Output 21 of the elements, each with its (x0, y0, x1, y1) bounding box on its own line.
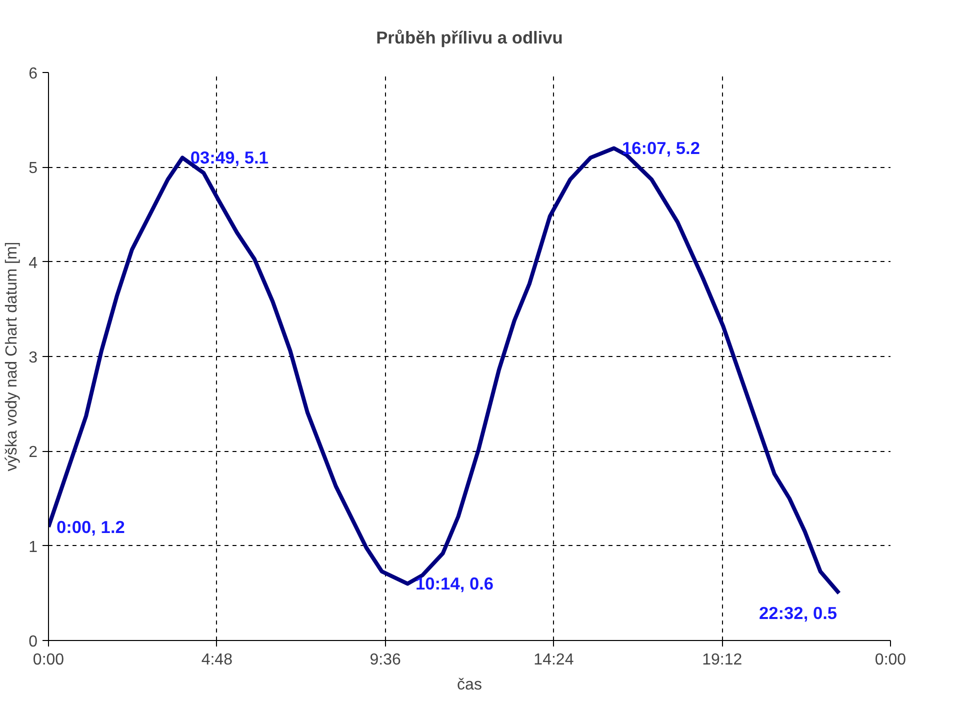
y-tick-label: 6 (28, 66, 38, 82)
annotation: 10:14, 0.6 (416, 574, 494, 594)
x-tick-label: 9:36 (370, 652, 401, 668)
x-tick-label: 14:24 (534, 652, 574, 668)
x-tick-label: 0:00 (32, 652, 64, 668)
y-tick-label: 2 (28, 444, 38, 462)
y-tick-label: 3 (28, 350, 38, 366)
annotation: 22:32, 0.5 (758, 603, 838, 624)
y-tick-label: 1 (28, 538, 38, 556)
annotation: 03:49, 5.1 (190, 148, 269, 168)
y-tick-label: 0 (28, 634, 38, 650)
x-tick-label: 4:48 (201, 652, 233, 668)
annotation: 0:00, 1.2 (56, 516, 125, 537)
x-tick-label: 19:12 (702, 652, 742, 668)
x-axis-title: čas (457, 676, 482, 694)
x-tick-label: 0:00 (874, 652, 906, 668)
y-tick-label: 4 (28, 254, 38, 272)
y-tick-label: 5 (28, 160, 38, 178)
y-axis-title: výška vody nad Chart datum [m] (4, 242, 21, 472)
chart-title: Průběh přílivu a odlivu (376, 28, 563, 48)
annotation: 16:07, 5.2 (622, 138, 700, 158)
